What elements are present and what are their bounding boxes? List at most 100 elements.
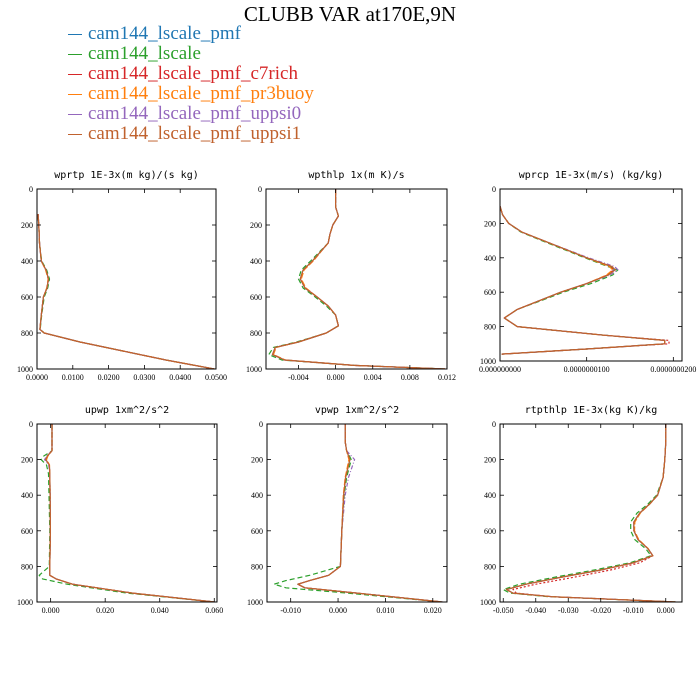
y-tick-label: 800 (251, 562, 263, 571)
series-line-2 (500, 206, 666, 355)
y-tick-label: 400 (484, 491, 496, 500)
y-tick-label: 200 (251, 456, 263, 465)
y-tick-label: 0 (259, 420, 263, 429)
x-tick-label: 0.012 (438, 373, 456, 382)
y-tick-label: 600 (250, 293, 262, 302)
x-tick-label: 0.000 (657, 606, 675, 615)
legend-label: cam144_lscale_pmf_uppsi1 (88, 123, 302, 144)
legend-label: cam144_lscale_pmf_uppsi0 (88, 103, 302, 124)
x-tick-label: 0.0200 (98, 373, 120, 382)
legend-label: cam144_lscale (88, 43, 201, 64)
series-line-4 (505, 424, 676, 602)
y-tick-label: 400 (250, 257, 262, 266)
plot-frame (265, 188, 448, 370)
plot-frame (36, 188, 217, 370)
series-line-3 (45, 424, 215, 602)
x-tick-label: -0.050 (493, 606, 514, 615)
figure-title: CLUBB VAR at170E,9N (243, 2, 457, 26)
series-line-6 (297, 424, 443, 602)
profile-plot: vpwp 1xm^2/s^2 0 200 400 600 800 1000 -0.010 0.0… (247, 405, 448, 615)
legend-swatch (68, 33, 82, 35)
y-tick-label: 800 (484, 323, 496, 332)
x-tick-label: 0.008 (401, 373, 419, 382)
series-group (273, 424, 443, 602)
series-line-1 (505, 424, 676, 602)
x-tick-label: 0.020 (424, 606, 442, 615)
y-tick-label: 200 (21, 221, 33, 230)
x-tick-label: -0.040 (525, 606, 546, 615)
x-tick-label: 0.0300 (133, 373, 155, 382)
x-tick-label: 0.010 (376, 606, 394, 615)
y-tick-label: 0 (492, 185, 496, 194)
profile-plot: wpthlp 1x(m K)/s 0 200 400 600 800 1000 -0.004 0… (246, 170, 456, 382)
y-tick-label: 600 (484, 527, 496, 536)
legend-swatch (68, 73, 82, 75)
x-tick-label: 0.0000000100 (564, 365, 610, 374)
series-line-1 (37, 214, 215, 369)
series-line-2 (502, 424, 676, 602)
series-group (268, 189, 446, 369)
series-line-2 (38, 424, 215, 602)
series-line-4 (45, 424, 215, 602)
series-group (500, 206, 670, 355)
series-line-2 (37, 214, 215, 369)
y-tick-label: 0 (29, 420, 33, 429)
x-tick-label: 0.060 (205, 606, 223, 615)
legend-swatch (68, 93, 82, 95)
x-tick-label: -0.030 (558, 606, 579, 615)
plot-title: upwp 1xm^2/s^2 (85, 405, 169, 416)
series-line-1 (45, 424, 215, 602)
y-tick-label: 200 (484, 456, 496, 465)
series-line-3 (512, 424, 676, 602)
plot-title: rtpthlp 1E-3x(kg K)/kg (525, 405, 657, 416)
plot-frame (499, 188, 683, 362)
legend-swatch (68, 53, 82, 55)
profile-plot: wprcp 1E-3x(m/s) (kg/kg) 0 200 400 600 800 100… (479, 170, 696, 374)
legend: cam144_lscale_pmf cam144_lscale cam144_lsc… (68, 24, 314, 144)
series-line-5 (500, 206, 666, 355)
y-tick-label: 1000 (17, 598, 33, 607)
legend-swatch (68, 113, 82, 115)
legend-item: cam144_lscale_pmf_c7rich (68, 64, 314, 84)
x-tick-label: -0.020 (590, 606, 611, 615)
y-tick-label: 1000 (480, 598, 496, 607)
y-tick-label: 400 (21, 257, 33, 266)
y-tick-label: 200 (484, 219, 496, 228)
x-tick-label: 0.040 (151, 606, 169, 615)
legend-item: cam144_lscale (68, 44, 314, 64)
series-line-4 (297, 424, 443, 602)
legend-label: cam144_lscale_pmf (88, 23, 242, 44)
series-group (37, 214, 215, 369)
x-tick-label: 0.000000000 (479, 365, 521, 374)
series-line-6 (500, 206, 666, 355)
y-tick-label: 600 (251, 527, 263, 536)
legend-item: cam144_lscale_pmf_uppsi1 (68, 124, 314, 144)
y-tick-label: 0 (258, 185, 262, 194)
series-line-6 (37, 214, 215, 369)
series-line-4 (500, 206, 666, 355)
series-line-4 (37, 214, 215, 369)
y-tick-label: 800 (484, 562, 496, 571)
y-tick-label: 1000 (17, 365, 33, 374)
x-tick-label: 0.0500 (205, 373, 227, 382)
y-tick-label: 600 (21, 293, 33, 302)
y-tick-label: 400 (21, 491, 33, 500)
x-tick-label: 0.0400 (169, 373, 191, 382)
y-tick-label: 0 (29, 185, 33, 194)
plot-frame (499, 423, 683, 603)
plot-title: vpwp 1xm^2/s^2 (315, 405, 399, 416)
legend-item: cam144_lscale_pmf_uppsi0 (68, 104, 314, 124)
y-tick-label: 600 (21, 527, 33, 536)
plot-frame (36, 423, 218, 603)
series-line-3 (297, 424, 443, 602)
y-tick-label: 1000 (247, 598, 263, 607)
series-line-2 (268, 189, 446, 369)
x-tick-label: -0.010 (623, 606, 644, 615)
legend-label: cam144_lscale_pmf_c7rich (88, 63, 298, 84)
plot-frame (266, 423, 448, 603)
y-tick-label: 200 (250, 221, 262, 230)
series-line-1 (500, 206, 666, 355)
profile-plot: rtpthlp 1E-3x(kg K)/kg02004006008001000-… (480, 405, 683, 615)
profile-plot: upwp 1xm^2/s^2 0 200 400 600 800 1000 0.000 0.02… (17, 405, 223, 615)
